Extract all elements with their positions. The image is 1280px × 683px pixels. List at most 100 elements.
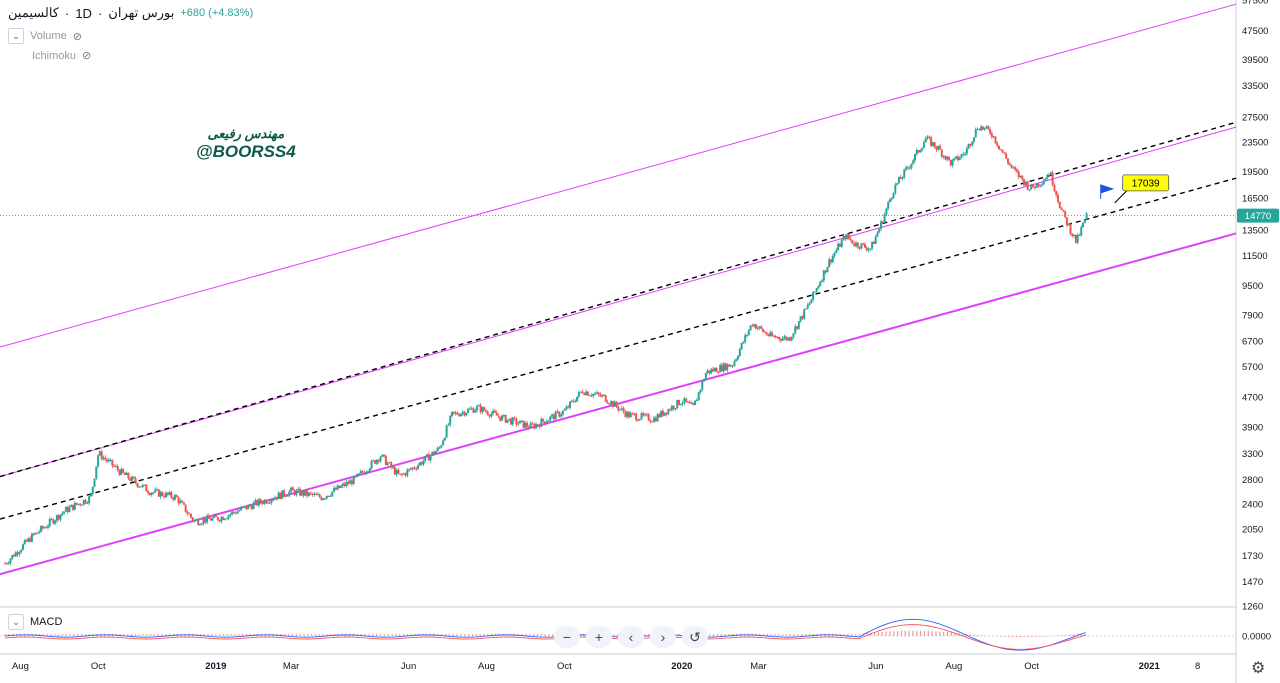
gear-icon[interactable]: ⚙	[1251, 660, 1266, 677]
candle-body	[880, 221, 883, 229]
macd-histogram-bar	[1050, 635, 1052, 637]
candle-body	[329, 495, 332, 497]
macd-histogram-bar	[73, 634, 75, 636]
callout-box[interactable]	[1122, 174, 1170, 192]
candle-body	[77, 503, 80, 505]
candle-body	[349, 480, 352, 484]
candle-body	[719, 365, 722, 373]
macd-histogram-bar	[1038, 636, 1040, 637]
candle-body	[765, 332, 768, 335]
candle-body	[567, 406, 570, 408]
candle-body	[853, 243, 856, 246]
channel-line[interactable]	[0, 126, 1237, 478]
candle-body	[131, 476, 134, 481]
macd-histogram-bar	[406, 633, 408, 636]
macd-histogram-bar	[874, 632, 876, 636]
macd-histogram-bar	[464, 634, 466, 636]
candle-body	[910, 163, 913, 168]
dashed-trend-line[interactable]	[0, 121, 1237, 478]
candle-body	[953, 157, 956, 161]
candle-body	[1024, 181, 1027, 186]
candle-body	[981, 126, 984, 130]
candle-body	[472, 408, 475, 413]
eye-off-icon[interactable]: ⊘	[82, 50, 92, 62]
candle-body	[508, 418, 511, 420]
dot-separator: ·	[97, 5, 103, 21]
reset-chart-button[interactable]: ↺	[682, 626, 708, 648]
candle-body	[703, 379, 706, 382]
macd-legend[interactable]: ⌄ MACD	[8, 614, 62, 630]
candle-body	[39, 526, 42, 532]
symbol-name[interactable]: کالسیمین	[8, 5, 59, 20]
candle-body	[75, 502, 78, 505]
candle-body	[236, 511, 239, 514]
candle-body	[840, 239, 843, 247]
candle-body	[240, 507, 243, 511]
watermark-persian: مهندس رفیعی	[207, 126, 285, 141]
candle-body	[1012, 167, 1015, 169]
candle-body	[1074, 234, 1077, 243]
dashed-trend-line[interactable]	[0, 177, 1237, 520]
candle-body	[828, 259, 831, 268]
candle-body	[619, 409, 622, 411]
candle-body	[770, 332, 773, 336]
macd-histogram-bar	[939, 631, 941, 636]
chevron-down-icon[interactable]: ⌄	[8, 28, 24, 44]
candle-body	[1021, 175, 1024, 180]
macd-histogram-bar	[280, 633, 282, 636]
macd-histogram-bar	[778, 634, 780, 636]
macd-histogram-bar	[1057, 635, 1060, 636]
candle-body	[899, 177, 902, 179]
channel-line[interactable]	[0, 232, 1237, 576]
candle-body	[1046, 175, 1049, 179]
candle-body	[136, 482, 139, 487]
indicator-volume-label: Volume	[30, 30, 67, 42]
macd-histogram-bar	[360, 633, 362, 636]
candle-body	[601, 395, 604, 397]
candle-body	[617, 406, 620, 411]
macd-histogram-bar	[169, 633, 171, 636]
macd-histogram-bar	[1042, 636, 1044, 637]
price-change: +680 (+4.83%)	[180, 7, 254, 19]
macd-histogram-bar	[368, 634, 370, 636]
scroll-right-button[interactable]: ›	[650, 626, 676, 648]
candle-body	[1014, 167, 1017, 170]
candle-body	[694, 400, 697, 406]
candle-body	[392, 467, 395, 469]
candle-body	[107, 459, 110, 462]
macd-histogram-bar	[1073, 634, 1075, 636]
channel-line[interactable]	[0, 3, 1237, 348]
chevron-down-icon[interactable]: ⌄	[8, 614, 24, 630]
candle-body	[778, 336, 781, 340]
candle-body	[624, 411, 627, 417]
symbol-header: کالسیمین · 1D · بورس تهران +680 (+4.83%)	[8, 5, 253, 21]
zoom-in-button[interactable]: +	[586, 626, 612, 648]
candle-body	[769, 332, 772, 337]
eye-off-icon[interactable]: ⊘	[72, 30, 82, 43]
price-tick-label: 57500	[1242, 0, 1268, 7]
price-tick-label: 2050	[1242, 524, 1263, 535]
candle-body	[361, 471, 364, 473]
macd-histogram-bar	[552, 634, 554, 636]
candle-body	[726, 364, 729, 371]
candle-body	[751, 325, 754, 327]
zoom-out-button[interactable]: −	[554, 626, 580, 648]
candle-body	[987, 126, 990, 130]
indicator-volume[interactable]: ⌄ Volume ⊘	[8, 28, 82, 44]
macd-histogram-bar	[58, 634, 60, 636]
candle-body	[885, 208, 888, 215]
price-tick-label: 23500	[1242, 137, 1268, 148]
macd-histogram-bar	[985, 635, 987, 636]
scroll-left-button[interactable]: ‹	[618, 626, 644, 648]
candle-body	[179, 500, 182, 504]
candle-body	[631, 413, 634, 415]
interval-label[interactable]: 1D	[75, 5, 92, 21]
candle-body	[386, 462, 389, 466]
candle-body	[54, 520, 57, 524]
macd-histogram-bar	[977, 634, 979, 636]
candle-body	[154, 489, 157, 493]
candle-body	[638, 418, 641, 421]
indicator-ichimoku[interactable]: Ichimoku ⊘	[32, 49, 92, 63]
candle-body	[881, 221, 884, 223]
